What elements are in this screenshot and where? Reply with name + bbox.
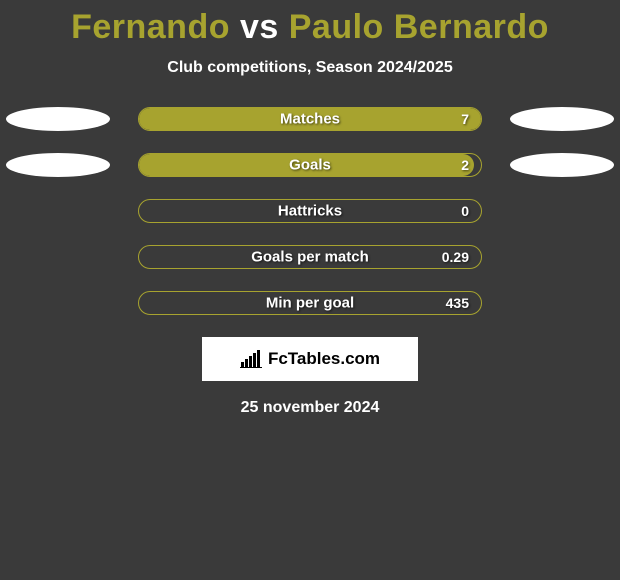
logo-box: FcTables.com xyxy=(202,337,418,381)
date-text: 25 november 2024 xyxy=(0,399,620,417)
stat-label: Matches xyxy=(280,111,340,128)
stats-area: Matches 7 Goals 2 Hattricks 0 Goals per match 0… xyxy=(0,107,620,315)
right-spacer xyxy=(510,199,614,223)
right-ellipse xyxy=(510,107,614,131)
stat-label: Goals per match xyxy=(251,249,369,266)
player1-name: Fernando xyxy=(71,8,230,46)
bar-chart-icon xyxy=(240,350,262,368)
left-spacer xyxy=(6,199,110,223)
stat-row: Goals per match 0.29 xyxy=(10,245,610,269)
logo-text: FcTables.com xyxy=(268,349,380,369)
vs-text: vs xyxy=(240,8,279,46)
stat-bar: Hattricks 0 xyxy=(138,199,482,223)
stat-value: 435 xyxy=(446,295,469,311)
left-ellipse xyxy=(6,107,110,131)
stat-row: Goals 2 xyxy=(10,153,610,177)
stat-value: 0.29 xyxy=(442,249,469,265)
stat-value: 7 xyxy=(461,111,469,127)
left-spacer xyxy=(6,245,110,269)
comparison-card: Fernando vs Paulo Bernardo Club competit… xyxy=(0,0,620,417)
subtitle: Club competitions, Season 2024/2025 xyxy=(0,59,620,77)
right-spacer xyxy=(510,291,614,315)
stat-value: 2 xyxy=(461,157,469,173)
stat-label: Min per goal xyxy=(266,295,354,312)
right-spacer xyxy=(510,245,614,269)
stat-value: 0 xyxy=(461,203,469,219)
stat-row: Hattricks 0 xyxy=(10,199,610,223)
left-spacer xyxy=(6,291,110,315)
player2-name: Paulo Bernardo xyxy=(289,8,549,46)
stat-bar: Goals per match 0.29 xyxy=(138,245,482,269)
page-title: Fernando vs Paulo Bernardo xyxy=(0,8,620,47)
right-ellipse xyxy=(510,153,614,177)
left-ellipse xyxy=(6,153,110,177)
stat-label: Hattricks xyxy=(278,203,342,220)
stat-bar: Min per goal 435 xyxy=(138,291,482,315)
stat-bar: Goals 2 xyxy=(138,153,482,177)
stat-row: Min per goal 435 xyxy=(10,291,610,315)
stat-label: Goals xyxy=(289,157,331,174)
stat-row: Matches 7 xyxy=(10,107,610,131)
stat-bar: Matches 7 xyxy=(138,107,482,131)
